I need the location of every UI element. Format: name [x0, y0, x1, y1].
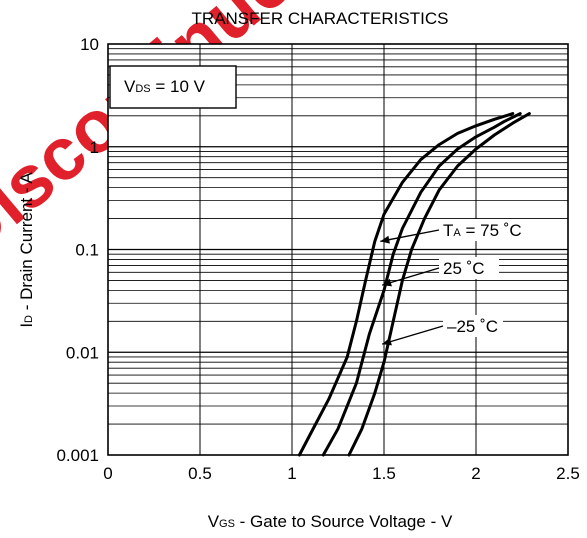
leader-line: [380, 229, 440, 243]
y-tick-label: 0.01: [66, 343, 99, 362]
curve-label: 25 ˚C: [443, 259, 485, 278]
arrowhead: [380, 235, 390, 244]
leader-line: [381, 267, 440, 286]
plot-frame: [107, 43, 569, 456]
chart-title: TRANSFER CHARACTERISTICS: [192, 9, 449, 28]
x-tick-label: 2.5: [556, 464, 580, 483]
arrowhead: [382, 337, 392, 346]
x-tick-label: 1.5: [372, 464, 396, 483]
series-line: [297, 112, 515, 457]
y-tick-label: 10: [80, 35, 99, 54]
leader-line: [381, 325, 444, 345]
x-tick-label: 0: [103, 464, 112, 483]
curve-label: –25 ˚C: [447, 317, 498, 336]
condition-box: [109, 65, 237, 109]
curve-label-bg: [439, 219, 541, 241]
condition-label: VDS = 10 V: [124, 77, 206, 96]
axis-labels: VGS - Gate to Source Voltage - V ID - Dra…: [17, 172, 453, 531]
x-axis-label: VGS - Gate to Source Voltage - V: [208, 512, 453, 531]
arrowhead: [382, 278, 392, 287]
x-tick-label: 1: [287, 464, 296, 483]
y-axis-label: ID - Drain Current - A: [17, 172, 36, 328]
curve-label-bg: [439, 257, 499, 279]
y-tick-label: 1: [90, 138, 99, 157]
y-tick-label: 0.1: [75, 241, 99, 260]
curve-label: TA = 75 ˚C: [443, 221, 522, 240]
annotations: VDS = 10 V TA = 75 ˚C 25 ˚C –25 ˚C: [109, 65, 541, 346]
axes: 0 0.5 1 1.5 2 2.5 0.001 0.01 0.1 1 10: [56, 35, 579, 483]
series-line: [321, 112, 522, 457]
x-tick-label: 2: [471, 464, 480, 483]
curve-label-bg: [443, 315, 503, 337]
y-tick-label: 0.001: [56, 446, 99, 465]
x-tick-label: 0.5: [188, 464, 212, 483]
grid: [108, 44, 568, 455]
